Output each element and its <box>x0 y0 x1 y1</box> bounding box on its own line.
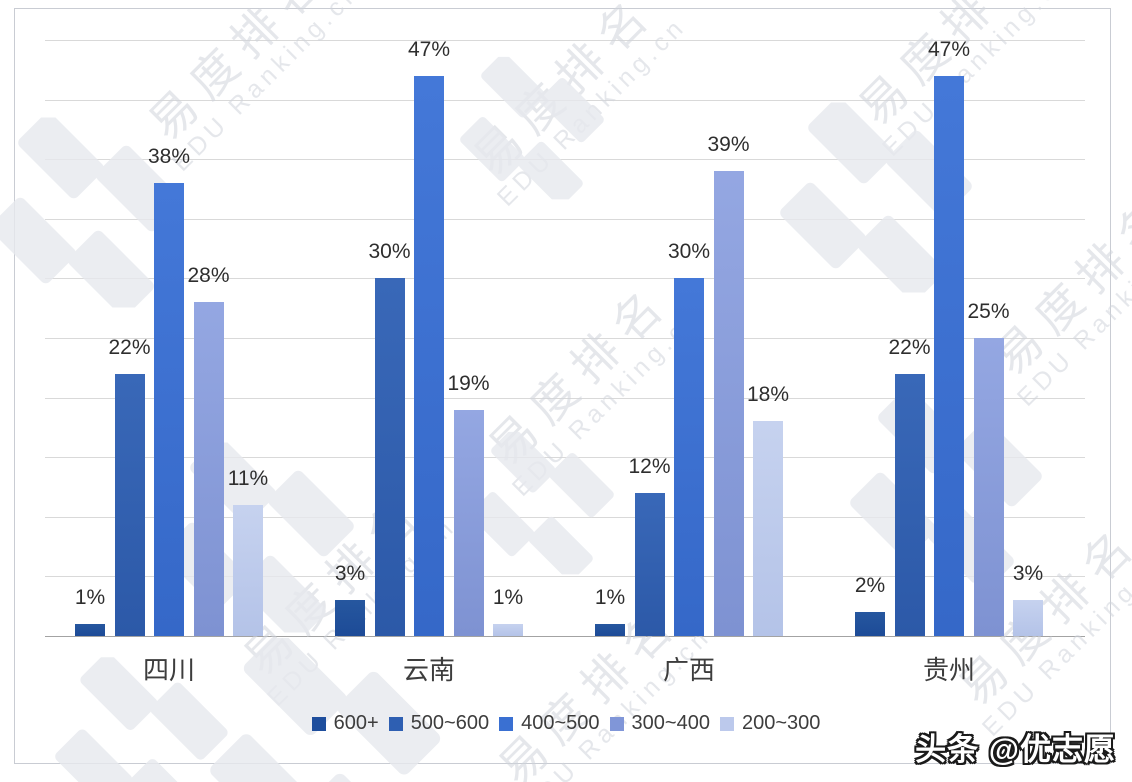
bar <box>674 278 704 636</box>
bar-value-label: 22% <box>108 336 151 359</box>
legend-swatch-icon <box>609 716 624 731</box>
gridline <box>45 40 1085 41</box>
gridline <box>45 278 1085 279</box>
legend-swatch-icon <box>499 716 514 731</box>
bar-value-label: 2% <box>854 574 886 597</box>
legend-label: 200~300 <box>741 712 821 734</box>
bar-value-label: 47% <box>407 38 451 61</box>
bar-value-label: 3% <box>1012 562 1044 585</box>
gridline <box>45 159 1085 160</box>
bar <box>634 493 665 636</box>
legend-label: 600+ <box>333 712 379 734</box>
legend-item: 600+ <box>311 712 379 735</box>
legend-swatch-icon <box>719 716 734 731</box>
bar-value-label: 11% <box>227 467 269 490</box>
legend-label: 500~600 <box>410 712 490 734</box>
bar <box>114 374 145 636</box>
bar-value-label: 25% <box>967 300 1010 323</box>
bar <box>753 421 783 636</box>
bar-value-label: 1% <box>594 586 626 609</box>
bar <box>233 505 263 636</box>
bar <box>713 171 744 636</box>
bar-value-label: 30% <box>667 240 711 263</box>
bar-value-label: 3% <box>334 562 366 585</box>
gridline <box>45 219 1085 220</box>
gridline <box>45 100 1085 101</box>
category-label: 贵州 <box>922 655 975 685</box>
legend-item: 500~600 <box>388 712 490 735</box>
chart-frame <box>14 8 1111 764</box>
bar-value-label: 22% <box>888 336 931 359</box>
bar <box>1013 600 1043 636</box>
bar-value-label: 19% <box>447 372 490 395</box>
gridline <box>45 398 1085 399</box>
bar <box>855 612 885 636</box>
legend-swatch-icon <box>388 716 403 731</box>
bar-value-label: 30% <box>368 240 411 263</box>
bar <box>414 76 444 636</box>
bar <box>493 624 523 636</box>
bar-value-label: 1% <box>492 586 524 609</box>
legend-swatch-icon <box>311 716 326 731</box>
toutiao-badge: 头条 @优志愿 <box>915 732 1116 767</box>
legend-item: 300~400 <box>609 712 710 735</box>
bar <box>973 338 1004 636</box>
category-label: 云南 <box>402 655 455 685</box>
legend-label: 300~400 <box>631 712 710 734</box>
bar-value-label: 47% <box>927 38 971 61</box>
bar <box>374 278 405 636</box>
bar-value-label: 39% <box>707 133 750 156</box>
bar-value-label: 18% <box>746 383 790 406</box>
bar <box>595 624 625 636</box>
legend-item: 400~500 <box>499 712 600 735</box>
bar <box>154 183 184 636</box>
legend-item: 200~300 <box>719 712 821 735</box>
bar <box>75 624 105 636</box>
bar-value-label: 38% <box>147 145 191 168</box>
bar-value-label: 1% <box>74 586 106 609</box>
category-label: 广西 <box>662 655 715 685</box>
gridline <box>45 338 1085 339</box>
bar-value-label: 28% <box>187 264 230 287</box>
bar <box>335 600 365 636</box>
x-axis-line <box>45 636 1085 637</box>
legend-label: 400~500 <box>521 712 600 734</box>
category-label: 四川 <box>142 655 195 685</box>
bar-value-label: 12% <box>628 455 671 478</box>
